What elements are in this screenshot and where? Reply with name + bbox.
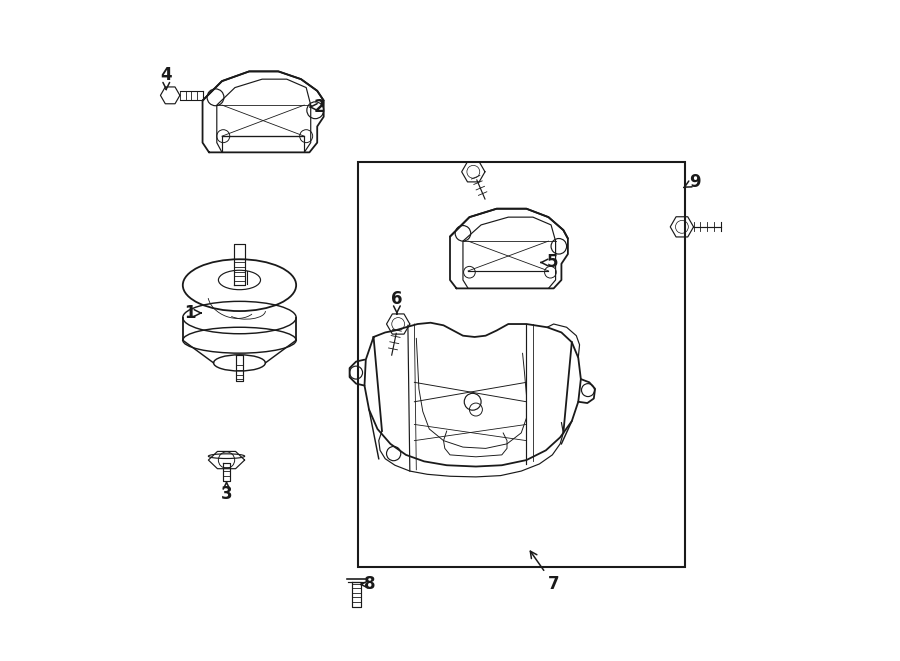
Text: 2: 2 xyxy=(310,98,325,116)
Text: 3: 3 xyxy=(220,482,232,503)
Text: 8: 8 xyxy=(361,576,375,594)
Text: 4: 4 xyxy=(160,65,172,90)
Text: 9: 9 xyxy=(684,173,701,190)
Text: 6: 6 xyxy=(392,290,402,314)
Bar xyxy=(358,162,685,567)
Text: 5: 5 xyxy=(541,253,558,272)
Text: 7: 7 xyxy=(530,551,560,594)
Text: 1: 1 xyxy=(184,304,202,322)
